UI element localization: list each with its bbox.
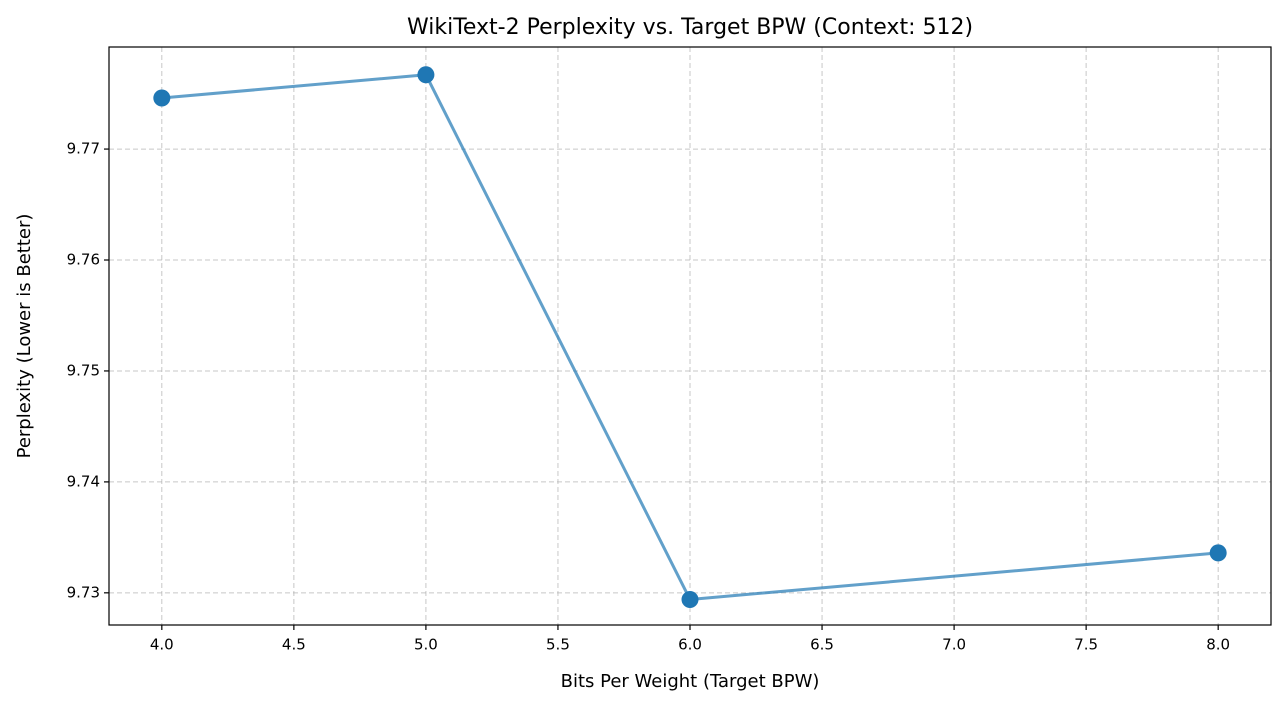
- line: [161, 73, 1219, 601]
- plot-frame: [108, 46, 1272, 626]
- x-axis-label: Bits Per Weight (Target BPW): [561, 671, 820, 692]
- marker: [1209, 544, 1227, 562]
- y-tick-label: 9.74: [67, 472, 100, 490]
- x-tick-label: 5.5: [546, 636, 570, 654]
- x-tick-label: 7.5: [1074, 636, 1098, 654]
- x-tick-label: 6.5: [810, 636, 834, 654]
- x-tick-label: 5.0: [414, 636, 438, 654]
- y-axis-label: Perplexity (Lower is Better): [14, 214, 35, 459]
- marker: [681, 590, 699, 608]
- y-tick-label: 9.75: [67, 361, 100, 379]
- y-tick-label: 9.73: [67, 583, 100, 601]
- x-tick-label: 4.0: [150, 636, 174, 654]
- marker: [153, 89, 171, 107]
- x-tick-label: 4.5: [282, 636, 306, 654]
- y-tick-label: 9.77: [67, 140, 100, 158]
- y-tick-label: 9.76: [67, 251, 100, 269]
- chart-title: WikiText-2 Perplexity vs. Target BPW (Co…: [407, 15, 973, 40]
- x-tick-label: 6.0: [678, 636, 702, 654]
- x-tick-label: 8.0: [1206, 636, 1230, 654]
- marker: [417, 66, 435, 84]
- x-tick-label: 7.0: [942, 636, 966, 654]
